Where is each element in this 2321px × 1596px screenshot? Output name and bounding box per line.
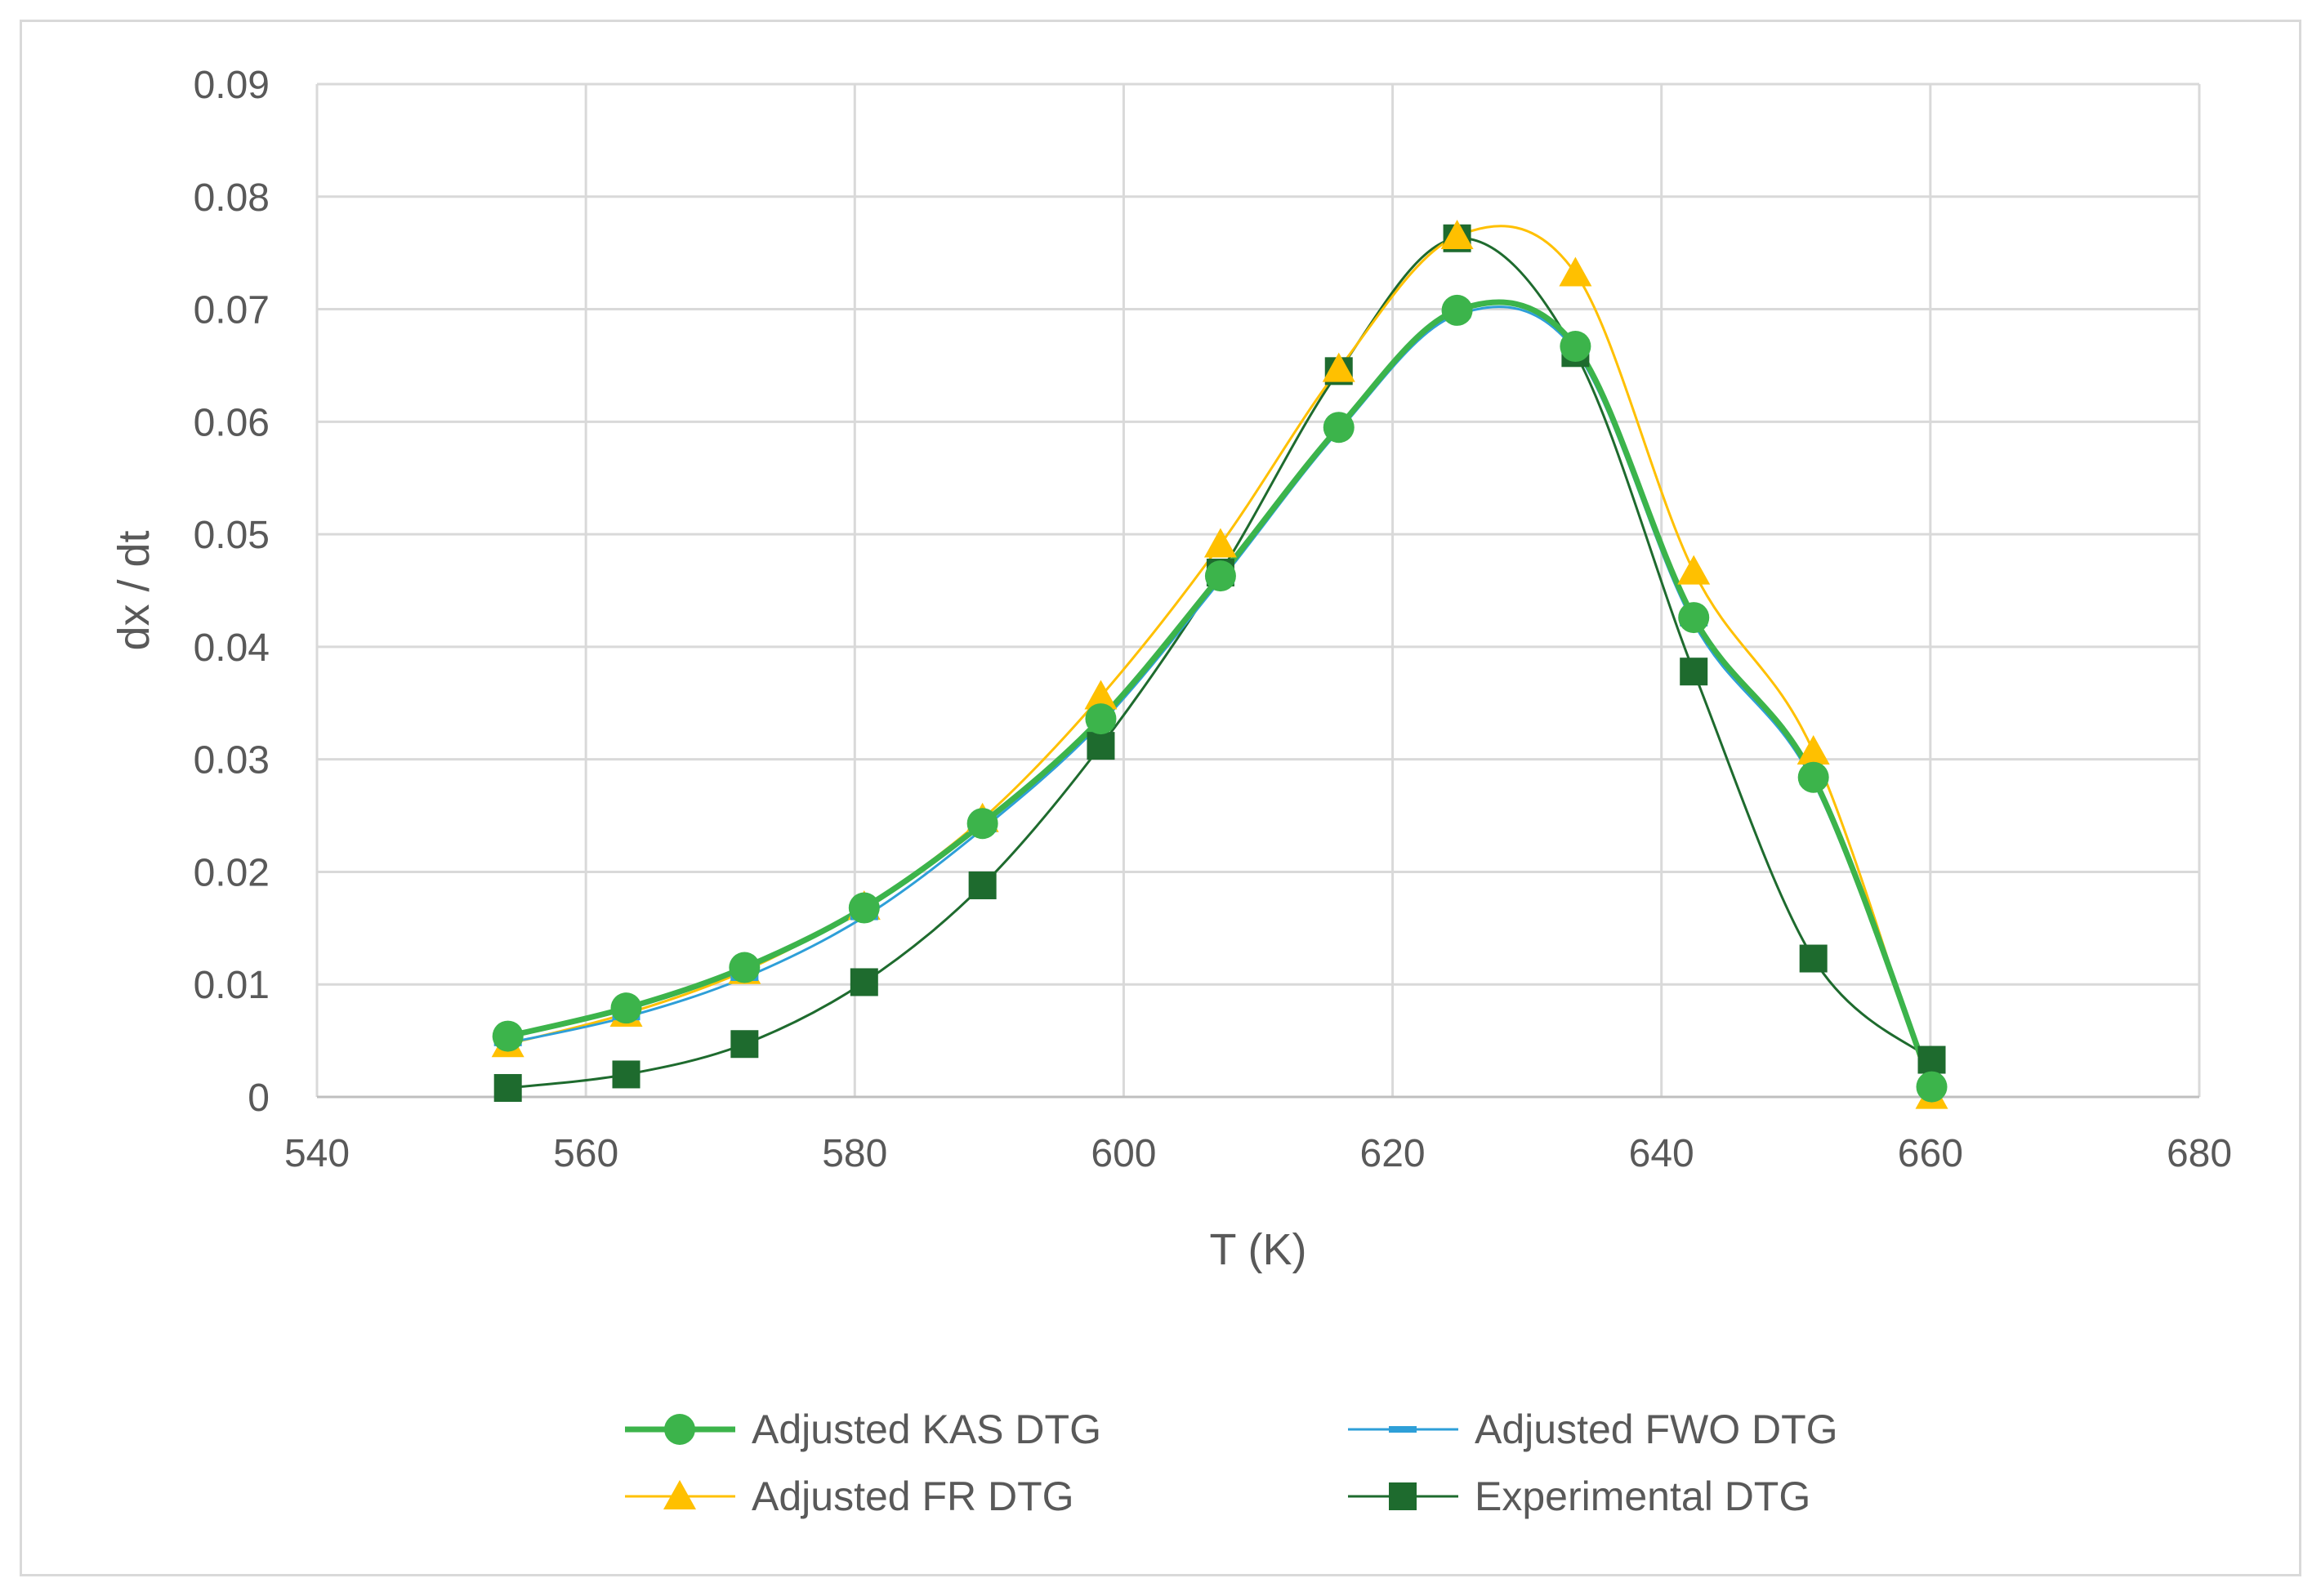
data-point — [966, 808, 998, 840]
y-axis-title: dx / dt — [109, 530, 158, 650]
data-point — [848, 892, 880, 924]
legend-item: Experimental DTG — [1348, 1473, 1810, 1519]
data-point — [1323, 412, 1355, 444]
data-point — [1204, 560, 1236, 592]
data-point — [1084, 680, 1118, 710]
x-tick-labels: 540 560 580 600 620 640 660 680 — [284, 1132, 2232, 1175]
data-point — [493, 1073, 522, 1102]
y-tick-label: 0.02 — [194, 851, 270, 894]
x-tick-label: 620 — [1360, 1132, 1426, 1175]
data-point — [729, 952, 761, 983]
data-point — [1559, 256, 1592, 287]
data-point — [968, 871, 997, 899]
legend-label: Experimental DTG — [1475, 1473, 1810, 1519]
data-point — [492, 1020, 524, 1052]
gridlines — [315, 82, 2201, 1099]
legend-marker — [1389, 1482, 1417, 1510]
legend-label: Adjusted FWO DTG — [1475, 1407, 1838, 1452]
y-tick-label: 0.09 — [194, 64, 270, 107]
x-tick-label: 580 — [822, 1132, 887, 1175]
data-point — [1441, 294, 1473, 326]
data-point — [1440, 220, 1474, 249]
y-tick-label: 0 — [248, 1077, 270, 1120]
y-tick-labels: 0 0.01 0.02 0.03 0.04 0.05 0.06 0.07 0.08 0.09 — [194, 64, 270, 1120]
data-point — [730, 1030, 759, 1059]
data-point — [1799, 944, 1828, 973]
data-point — [1917, 1045, 1946, 1074]
data-point — [1087, 732, 1115, 760]
x-tick-label: 660 — [1898, 1132, 1963, 1175]
y-tick-label: 0.05 — [194, 514, 270, 557]
series-lines — [507, 225, 1935, 1097]
legend-marker — [663, 1480, 696, 1509]
x-tick-label: 540 — [284, 1132, 350, 1175]
x-tick-label: 600 — [1091, 1132, 1156, 1175]
x-tick-label: 640 — [1629, 1132, 1694, 1175]
legend-item: Adjusted KAS DTG — [625, 1407, 1101, 1452]
data-point — [1797, 735, 1830, 765]
data-point — [1678, 602, 1710, 634]
data-point — [1560, 331, 1591, 363]
y-tick-label: 0.03 — [194, 739, 270, 782]
series-line — [507, 299, 1935, 1088]
chart-frame — [20, 20, 2301, 1576]
y-tick-label: 0.04 — [194, 626, 270, 670]
data-point — [1677, 555, 1711, 585]
legend-label: Adjusted FR DTG — [752, 1473, 1074, 1519]
data-point — [1797, 761, 1829, 793]
legend-marker — [664, 1414, 695, 1445]
data-point — [850, 968, 878, 996]
data-point — [1916, 1071, 1948, 1103]
legend-label: Adjusted KAS DTG — [752, 1407, 1101, 1452]
series-line — [507, 305, 1933, 1091]
data-point — [1085, 703, 1117, 735]
y-tick-label: 0.08 — [194, 176, 270, 220]
series-markers — [491, 220, 1948, 1109]
y-tick-label: 0.07 — [194, 289, 270, 332]
y-tick-label: 0.01 — [194, 964, 270, 1007]
series-line — [507, 237, 1933, 1090]
x-tick-label: 680 — [2167, 1132, 2232, 1175]
x-tick-label: 560 — [553, 1132, 618, 1175]
y-tick-label: 0.06 — [194, 401, 270, 444]
data-point — [612, 1060, 641, 1089]
legend-item: Adjusted FWO DTG — [1348, 1407, 1838, 1452]
data-point — [1203, 528, 1237, 558]
data-point — [610, 992, 642, 1024]
legend-item: Adjusted FR DTG — [625, 1473, 1074, 1519]
data-point — [1680, 658, 1708, 686]
x-axis-title: T (K) — [1210, 1225, 1307, 1274]
data-point — [1322, 352, 1355, 382]
legend: Adjusted KAS DTG Adjusted FWO DTG Adjusted… — [625, 1407, 1838, 1519]
legend-marker — [1389, 1426, 1417, 1433]
